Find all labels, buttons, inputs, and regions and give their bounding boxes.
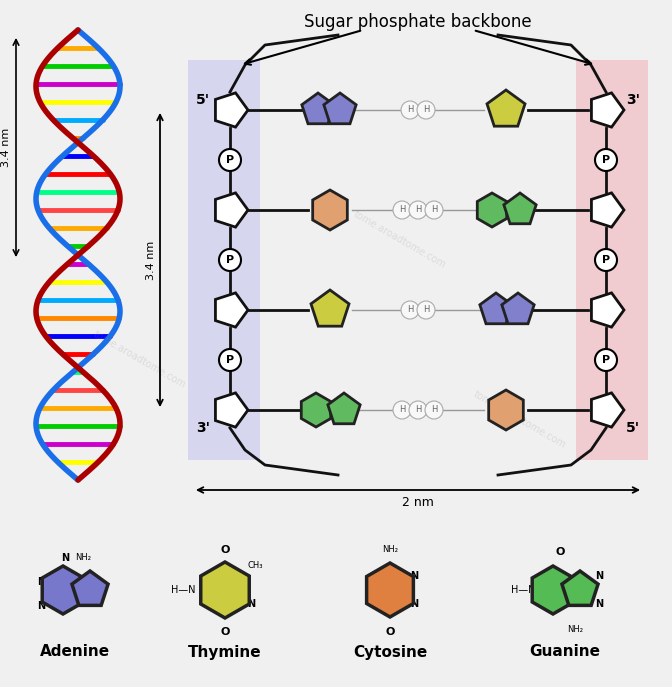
Polygon shape <box>504 193 536 224</box>
Circle shape <box>409 201 427 219</box>
Text: H—N: H—N <box>171 585 196 595</box>
Polygon shape <box>591 293 624 327</box>
Circle shape <box>417 101 435 119</box>
Text: tome.aroadtome.com: tome.aroadtome.com <box>472 390 568 451</box>
Polygon shape <box>532 566 574 614</box>
Polygon shape <box>216 193 248 227</box>
Text: NH₂: NH₂ <box>567 625 583 635</box>
Polygon shape <box>591 93 624 127</box>
Polygon shape <box>216 393 248 427</box>
Text: NH₂: NH₂ <box>382 545 398 554</box>
Text: P: P <box>602 255 610 265</box>
Polygon shape <box>487 90 525 126</box>
Text: tome.aroadtome.com: tome.aroadtome.com <box>352 210 448 271</box>
Text: 5': 5' <box>626 421 640 435</box>
Text: H: H <box>407 306 413 315</box>
Text: 3': 3' <box>196 421 210 435</box>
Polygon shape <box>591 393 624 427</box>
Polygon shape <box>502 293 534 324</box>
Polygon shape <box>324 93 356 124</box>
Text: P: P <box>226 255 234 265</box>
Circle shape <box>219 349 241 371</box>
Text: N: N <box>410 599 418 609</box>
Circle shape <box>401 101 419 119</box>
Text: O: O <box>220 627 230 637</box>
Text: CH₃: CH₃ <box>247 561 263 570</box>
Text: N: N <box>410 571 418 581</box>
Polygon shape <box>477 193 507 227</box>
Circle shape <box>417 301 435 319</box>
Text: H: H <box>423 306 429 315</box>
Text: O: O <box>220 545 230 555</box>
Bar <box>576 60 648 460</box>
Text: P: P <box>226 155 234 165</box>
Text: Sugar phosphate backbone: Sugar phosphate backbone <box>304 13 532 31</box>
Polygon shape <box>216 93 248 127</box>
Text: H: H <box>398 405 405 414</box>
Text: H: H <box>407 106 413 115</box>
Polygon shape <box>328 393 360 424</box>
Circle shape <box>595 149 617 171</box>
Polygon shape <box>480 293 512 324</box>
Text: P: P <box>602 155 610 165</box>
Text: H: H <box>431 205 437 214</box>
Text: P: P <box>602 355 610 365</box>
Circle shape <box>595 249 617 271</box>
Polygon shape <box>72 571 108 605</box>
Text: O: O <box>555 547 564 557</box>
Circle shape <box>595 349 617 371</box>
Text: O: O <box>385 627 394 637</box>
Circle shape <box>219 249 241 271</box>
Text: tome.aroadtome.com: tome.aroadtome.com <box>92 330 188 391</box>
Text: H: H <box>431 405 437 414</box>
Polygon shape <box>311 290 349 326</box>
Text: H: H <box>423 106 429 115</box>
Polygon shape <box>301 393 331 427</box>
Circle shape <box>401 301 419 319</box>
Polygon shape <box>216 293 248 327</box>
Polygon shape <box>201 562 249 618</box>
Polygon shape <box>312 190 347 230</box>
Text: N: N <box>247 599 255 609</box>
Text: 3.4 nm: 3.4 nm <box>146 240 156 280</box>
Text: N: N <box>37 577 45 587</box>
Text: Adenine: Adenine <box>40 644 110 660</box>
Text: NH₂: NH₂ <box>75 554 91 563</box>
Text: H—N: H—N <box>511 585 536 595</box>
Text: N: N <box>61 553 69 563</box>
Text: Guanine: Guanine <box>530 644 601 660</box>
Text: 3': 3' <box>626 93 640 107</box>
Circle shape <box>409 401 427 419</box>
Polygon shape <box>367 563 413 617</box>
Text: N: N <box>595 571 603 581</box>
Text: H: H <box>398 205 405 214</box>
Circle shape <box>425 401 443 419</box>
Circle shape <box>219 149 241 171</box>
Text: N: N <box>595 599 603 609</box>
Text: N: N <box>37 601 45 611</box>
Polygon shape <box>562 571 598 605</box>
Text: Cytosine: Cytosine <box>353 644 427 660</box>
Text: H: H <box>415 405 421 414</box>
Text: P: P <box>226 355 234 365</box>
Polygon shape <box>42 566 84 614</box>
Polygon shape <box>489 390 523 430</box>
Bar <box>188 60 260 460</box>
Circle shape <box>393 201 411 219</box>
Circle shape <box>425 201 443 219</box>
Text: H: H <box>415 205 421 214</box>
Text: 2 nm: 2 nm <box>402 495 434 508</box>
Text: Thymine: Thymine <box>188 644 262 660</box>
Text: 5': 5' <box>196 93 210 107</box>
Circle shape <box>393 401 411 419</box>
Text: 3.4 nm: 3.4 nm <box>1 128 11 167</box>
Polygon shape <box>302 93 334 124</box>
Polygon shape <box>591 193 624 227</box>
